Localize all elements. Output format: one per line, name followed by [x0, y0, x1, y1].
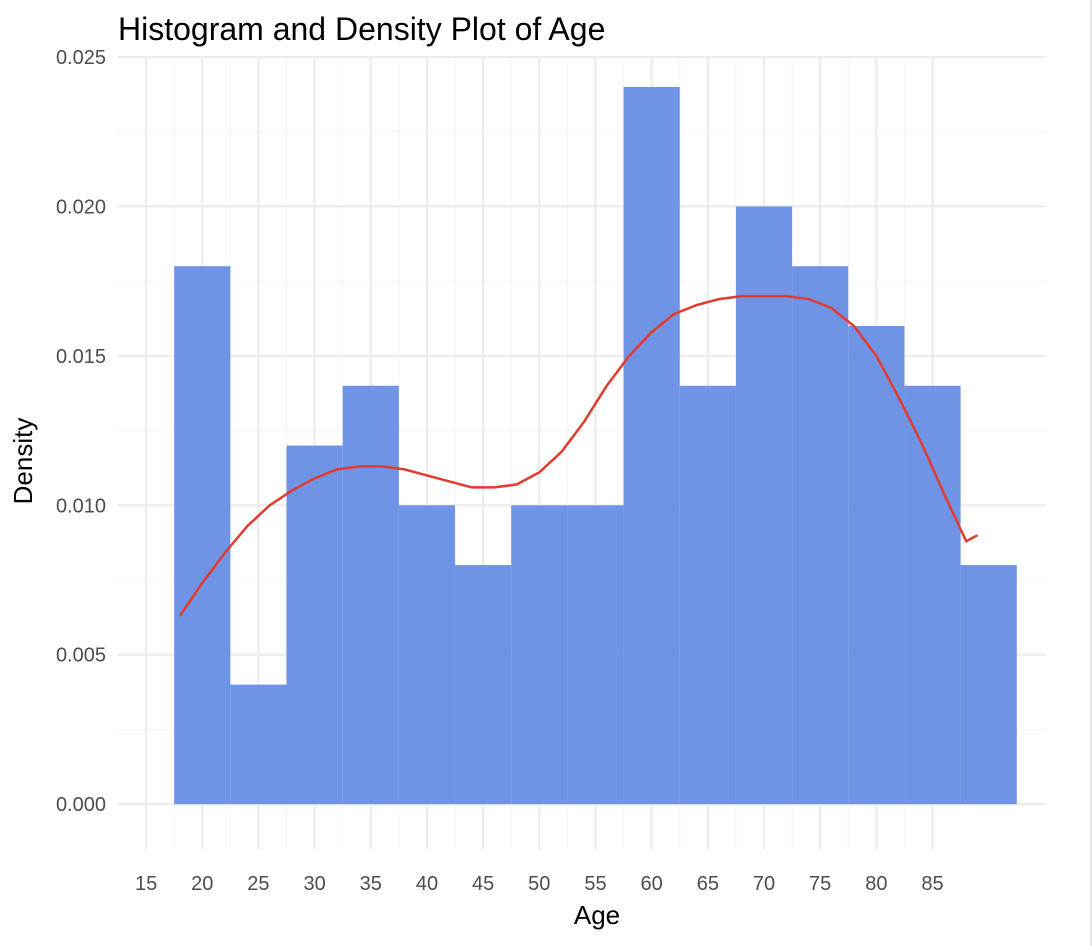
histogram-bar: [904, 385, 961, 805]
x-tick-label: 65: [697, 873, 719, 895]
y-tick-label: 0.010: [56, 495, 106, 517]
histogram-bar: [174, 266, 231, 805]
y-axis-tick-labels: 0.000 0.005 0.010 0.015 0.020 0.025: [56, 47, 106, 816]
histogram-bars: [174, 86, 1017, 805]
histogram-bar: [511, 505, 568, 805]
histogram-bar: [679, 385, 736, 805]
x-tick-label: 50: [528, 873, 550, 895]
histogram-bar: [455, 565, 512, 805]
x-tick-label: 25: [247, 873, 269, 895]
histogram-bar: [398, 505, 456, 805]
x-tick-label: 20: [191, 873, 213, 895]
x-tick-label: 35: [360, 873, 382, 895]
histogram-bar: [230, 684, 287, 805]
histogram-bar: [735, 206, 793, 805]
histogram-bar: [623, 86, 680, 805]
x-tick-label: 60: [641, 873, 663, 895]
y-tick-label: 0.015: [56, 346, 106, 368]
x-tick-label: 70: [753, 873, 775, 895]
x-tick-label: 80: [865, 873, 887, 895]
x-tick-label: 85: [921, 873, 943, 895]
chart-title: Histogram and Density Plot of Age: [118, 11, 605, 47]
x-tick-label: 15: [135, 873, 157, 895]
y-tick-label: 0.020: [56, 196, 106, 218]
y-axis-title: Density: [8, 418, 38, 505]
x-tick-label: 75: [809, 873, 831, 895]
y-tick-label: 0.000: [56, 794, 106, 816]
x-tick-label: 55: [584, 873, 606, 895]
histogram-bar: [960, 565, 1017, 805]
y-tick-label: 0.005: [56, 645, 106, 667]
x-axis-tick-labels: 15 20 25 30 35 40 45 50 55 60 65 70 75 80 85: [135, 873, 944, 895]
x-tick-label: 40: [416, 873, 438, 895]
y-tick-label: 0.025: [56, 47, 106, 69]
density-curve: [178, 294, 979, 617]
histogram-bar: [567, 505, 624, 805]
histogram-bar: [848, 325, 905, 805]
x-tick-label: 30: [303, 873, 325, 895]
histogram-bar: [792, 266, 849, 805]
histogram-bar: [342, 385, 399, 805]
x-tick-label: 45: [472, 873, 494, 895]
histogram-bar: [286, 445, 343, 805]
x-axis-title: Age: [574, 900, 620, 930]
